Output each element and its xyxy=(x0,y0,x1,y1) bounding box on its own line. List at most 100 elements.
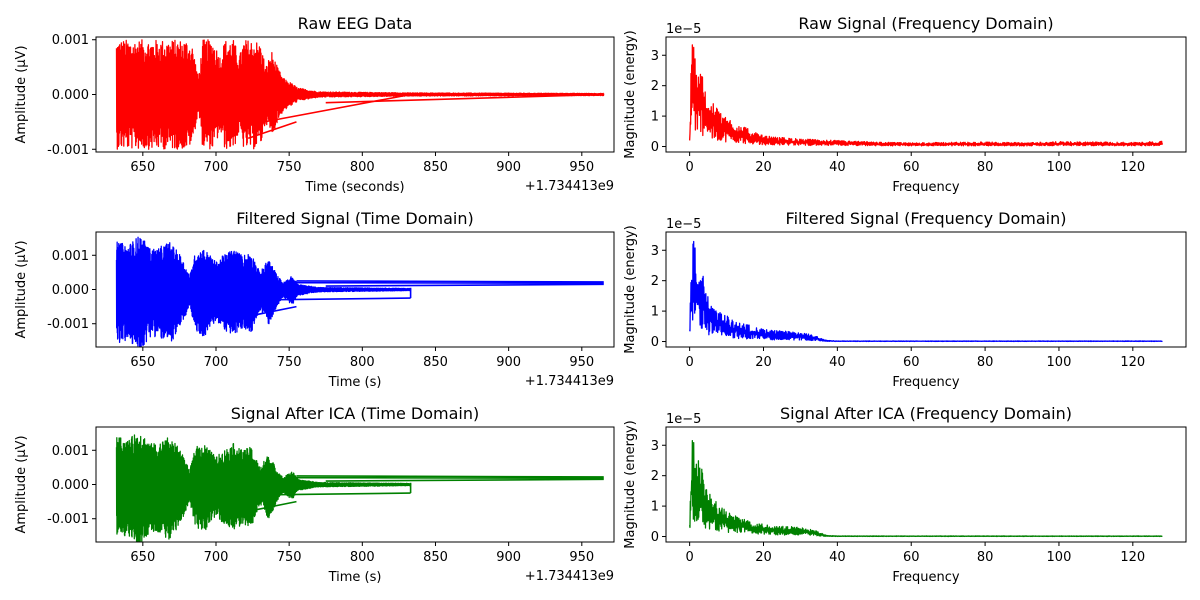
x-tick-label: 120 xyxy=(1120,550,1145,565)
x-tick-label: 800 xyxy=(350,160,375,175)
series-segment xyxy=(296,281,604,285)
x-tick-label: 750 xyxy=(277,355,302,370)
x-tick-label: 700 xyxy=(204,550,229,565)
y-tick-label: 0.001 xyxy=(52,444,89,459)
chart-title: Filtered Signal (Time Domain) xyxy=(236,209,473,228)
chart-title: Signal After ICA (Time Domain) xyxy=(231,404,479,423)
x-tick-label: 650 xyxy=(130,355,155,370)
y-tick-label: 0.001 xyxy=(52,33,89,48)
x-tick-label: 80 xyxy=(977,550,994,565)
series-line xyxy=(115,236,412,347)
x-axis-label: Frequency xyxy=(892,570,959,585)
x-tick-label: 40 xyxy=(829,550,846,565)
x-axis-label: Time (s) xyxy=(328,375,382,390)
series-group xyxy=(115,236,604,347)
x-tick-label: 60 xyxy=(903,550,920,565)
x-tick-label: 0 xyxy=(685,355,693,370)
x-tick-label: 60 xyxy=(903,160,920,175)
x-tick-label: 0 xyxy=(685,160,693,175)
y-tick-label: -0.001 xyxy=(47,512,89,527)
y-axis-label: Amplitude (µV) xyxy=(14,45,29,143)
series-segment xyxy=(296,475,604,478)
series-segment xyxy=(325,93,604,104)
y-scale-label: 1e−5 xyxy=(666,412,701,427)
x-tick-label: 950 xyxy=(569,160,594,175)
y-axis-label: Magnitude (energy) xyxy=(623,225,638,353)
x-tick-label: 80 xyxy=(977,160,994,175)
y-tick-label: 3 xyxy=(651,244,659,259)
series-group xyxy=(689,240,1163,343)
x-tick-label: 800 xyxy=(350,550,375,565)
x-tick-label: 950 xyxy=(569,355,594,370)
chart-panel: 0 20 40 60 80 100 120 0 1 2 3 Signal After ICA (Fre… xyxy=(623,404,1187,585)
x-tick-label: 650 xyxy=(130,160,155,175)
x-axis-label: Time (seconds) xyxy=(304,180,404,195)
axes-frame xyxy=(665,231,1187,348)
y-axis-label: Magnitude (energy) xyxy=(623,420,638,548)
y-tick-label: -0.001 xyxy=(47,317,89,332)
y-axis-label: Magnitude (energy) xyxy=(623,30,638,158)
y-tick-label: 1 xyxy=(651,305,659,320)
x-tick-label: 750 xyxy=(277,160,302,175)
x-axis-label: Frequency xyxy=(892,375,959,390)
x-tick-label: 40 xyxy=(829,355,846,370)
y-tick-label: 1 xyxy=(651,500,659,515)
series-segment xyxy=(267,297,411,301)
chart-panel: 650 700 750 800 850 900 950 0.001 0.000 -0.001 Fil… xyxy=(14,209,615,390)
x-tick-label: 700 xyxy=(204,355,229,370)
y-tick-label: 0.000 xyxy=(52,478,89,493)
x-tick-label: 100 xyxy=(1047,160,1072,175)
series-segment xyxy=(296,476,604,480)
series-segment xyxy=(296,280,604,283)
x-tick-label: 900 xyxy=(496,355,521,370)
y-scale-label: 1e−5 xyxy=(666,217,701,232)
x-tick-label: 100 xyxy=(1047,550,1072,565)
y-tick-label: 0.000 xyxy=(52,88,89,103)
x-tick-label: 850 xyxy=(423,160,448,175)
series-line xyxy=(688,440,1163,538)
series-segment xyxy=(264,93,411,123)
chart-panel: 650 700 750 800 850 900 950 0.001 0.000 -0.001 Sig… xyxy=(14,404,615,585)
chart-panel: 0 20 40 60 80 100 120 0 1 2 3 Filtered Signal (Freq… xyxy=(623,209,1187,390)
y-tick-label: 2 xyxy=(651,469,659,484)
x-tick-label: 850 xyxy=(423,355,448,370)
chart-panel: 0 20 40 60 80 100 120 0 1 2 3 Raw Signal (Frequency… xyxy=(623,14,1187,195)
x-tick-label: 0 xyxy=(685,550,693,565)
chart-panel: 650 700 750 800 850 900 950 0.001 0.000 -0.001 Raw… xyxy=(14,14,615,195)
y-tick-label: 2 xyxy=(651,79,659,94)
x-tick-label: 800 xyxy=(350,355,375,370)
x-tick-label: 60 xyxy=(903,355,920,370)
x-tick-label: 100 xyxy=(1047,355,1072,370)
y-tick-label: 0 xyxy=(651,140,659,155)
x-tick-label: 750 xyxy=(277,550,302,565)
x-tick-label: 850 xyxy=(423,550,448,565)
x-offset-label: +1.734413e9 xyxy=(525,374,614,389)
series-segment xyxy=(325,478,604,482)
x-axis-label: Frequency xyxy=(892,180,959,195)
x-tick-label: 80 xyxy=(977,355,994,370)
x-axis-label: Time (s) xyxy=(328,570,382,585)
x-tick-label: 40 xyxy=(829,160,846,175)
axes-frame xyxy=(665,36,1187,153)
chart-title: Filtered Signal (Frequency Domain) xyxy=(786,209,1067,228)
series-line xyxy=(115,39,605,150)
series-group xyxy=(688,440,1163,538)
series-segment xyxy=(325,283,604,287)
y-axis-label: Amplitude (µV) xyxy=(14,435,29,533)
y-tick-label: 1 xyxy=(651,110,659,125)
series-line xyxy=(115,434,412,542)
x-tick-label: 650 xyxy=(130,550,155,565)
y-tick-label: 0 xyxy=(651,530,659,545)
series-segment xyxy=(267,492,411,496)
x-tick-label: 120 xyxy=(1120,355,1145,370)
x-offset-label: +1.734413e9 xyxy=(525,179,614,194)
chart-title: Signal After ICA (Frequency Domain) xyxy=(780,404,1072,423)
x-tick-label: 950 xyxy=(569,550,594,565)
y-tick-label: 3 xyxy=(651,49,659,64)
series-line xyxy=(689,240,1163,343)
series-segment xyxy=(247,121,297,140)
chart-title: Raw EEG Data xyxy=(298,14,413,33)
y-scale-label: 1e−5 xyxy=(666,22,701,37)
x-tick-label: 120 xyxy=(1120,160,1145,175)
